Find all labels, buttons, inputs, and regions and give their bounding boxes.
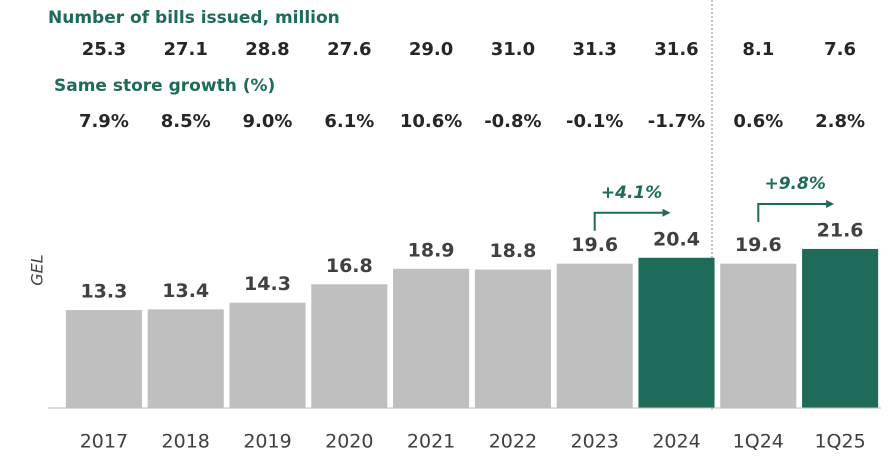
bar	[556, 263, 633, 408]
bills-value: 25.3	[82, 39, 126, 60]
bar	[147, 309, 224, 408]
x-tick-label: 2023	[571, 431, 619, 453]
bills-value: 27.1	[163, 39, 207, 60]
bar	[393, 268, 470, 408]
data-label: 19.6	[571, 234, 618, 256]
growth-title: Same store growth (%)	[54, 76, 275, 96]
data-label: 21.6	[817, 219, 864, 241]
data-label: 14.3	[244, 273, 291, 295]
bar	[474, 269, 551, 408]
bar	[229, 302, 306, 408]
annotation: +4.1%	[601, 183, 662, 203]
bills-title: Number of bills issued, million	[48, 8, 340, 28]
growth-value: -0.8%	[484, 111, 541, 132]
growth-value: -1.7%	[648, 111, 705, 132]
data-label: 18.8	[489, 240, 536, 262]
y-axis-label: GEL	[28, 254, 47, 285]
data-label: 19.6	[735, 234, 782, 256]
growth-arrow	[757, 199, 835, 222]
growth-value: -0.1%	[566, 111, 623, 132]
bills-value: 31.6	[654, 39, 698, 60]
x-tick-label: 2021	[407, 431, 455, 453]
bar	[638, 257, 715, 408]
bills-value: 31.0	[491, 39, 535, 60]
bills-value: 8.1	[742, 39, 774, 60]
data-label: 18.9	[408, 239, 455, 261]
data-label: 13.3	[80, 281, 127, 303]
growth-arrow	[593, 208, 671, 231]
data-label: 16.8	[326, 255, 373, 277]
data-label: 13.4	[162, 280, 209, 302]
annotation: +9.8%	[764, 174, 825, 194]
bills-value: 29.0	[409, 39, 453, 60]
growth-value: 0.6%	[733, 111, 783, 132]
growth-value: 8.5%	[161, 111, 211, 132]
growth-value: 10.6%	[400, 111, 462, 132]
x-tick-label: 1Q24	[733, 431, 784, 453]
bar	[802, 248, 879, 408]
x-tick-label: 2022	[489, 431, 537, 453]
x-tick-label: 1Q25	[814, 431, 865, 453]
bills-value: 31.3	[572, 39, 616, 60]
bills-value: 28.8	[245, 39, 289, 60]
x-tick-label: 2019	[243, 431, 291, 453]
bills-value: 7.6	[824, 39, 856, 60]
growth-value: 2.8%	[815, 111, 865, 132]
x-tick-label: 2018	[162, 431, 210, 453]
x-tick-label: 2024	[652, 431, 700, 453]
growth-value: 9.0%	[243, 111, 293, 132]
growth-value: 7.9%	[79, 111, 129, 132]
data-label: 20.4	[653, 228, 700, 250]
bar	[65, 310, 142, 408]
x-tick-label: 2017	[80, 431, 128, 453]
x-tick-label: 2020	[325, 431, 373, 453]
growth-value: 6.1%	[324, 111, 374, 132]
bar	[311, 284, 388, 408]
bills-value: 27.6	[327, 39, 371, 60]
bar	[720, 263, 797, 408]
